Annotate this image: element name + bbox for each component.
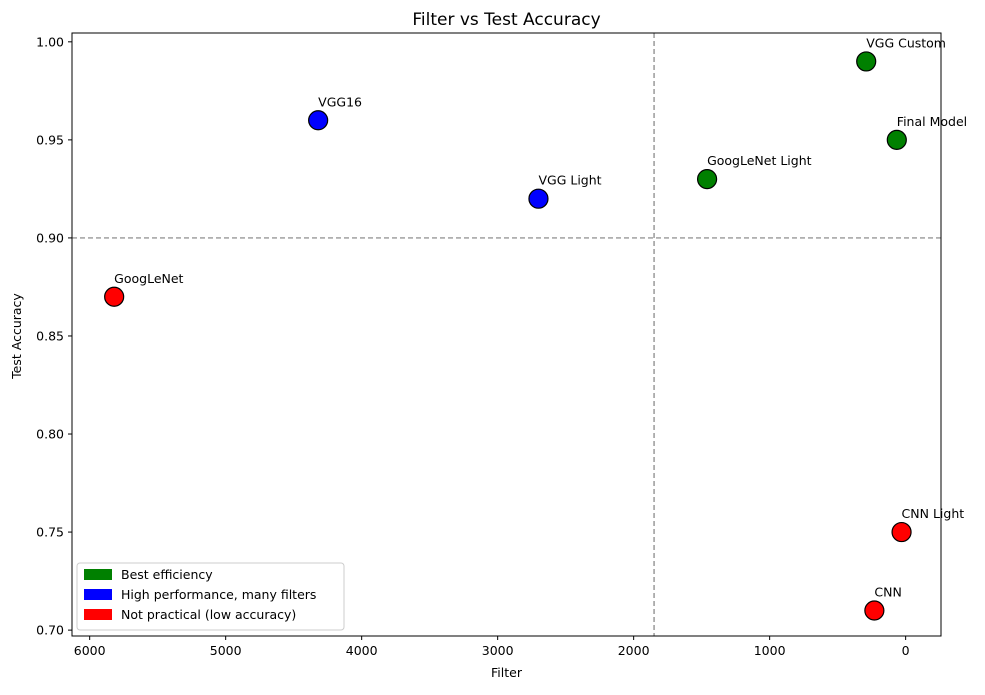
y-tick-label: 0.85 bbox=[36, 328, 64, 343]
x-axis-label: Filter bbox=[491, 665, 523, 680]
data-point bbox=[528, 188, 549, 209]
data-point-label: Final Model bbox=[897, 114, 967, 129]
plot-frame bbox=[71, 32, 942, 637]
data-point-label: CNN bbox=[874, 585, 901, 600]
chart-title: Filter vs Test Accuracy bbox=[412, 10, 600, 30]
legend-swatch bbox=[84, 569, 112, 580]
data-labels: VGG Custom Final Model GoogLeNet Light VGG1… bbox=[114, 35, 967, 599]
legend-entry-label: High performance, many filters bbox=[121, 587, 316, 602]
data-point bbox=[104, 286, 125, 307]
data-points bbox=[104, 51, 912, 621]
y-tick-label: 0.90 bbox=[36, 230, 64, 245]
legend-box bbox=[76, 562, 345, 631]
data-point bbox=[891, 521, 912, 543]
data-point-label: VGG Custom bbox=[866, 35, 946, 50]
x-tick-label: 1000 bbox=[754, 643, 786, 658]
data-point bbox=[886, 129, 907, 150]
data-point bbox=[308, 110, 329, 131]
legend-entry-label: Not practical (low accuracy) bbox=[121, 607, 296, 622]
data-point bbox=[696, 168, 718, 190]
data-point-label: VGG16 bbox=[318, 94, 362, 109]
y-tick-label: 0.80 bbox=[36, 427, 64, 442]
x-tick-label: 3000 bbox=[482, 643, 514, 658]
data-point bbox=[864, 600, 885, 621]
x-tick-label: 4000 bbox=[346, 643, 378, 658]
data-point-label: CNN Light bbox=[902, 506, 965, 521]
legend-swatch bbox=[84, 589, 112, 600]
data-point-label: VGG Light bbox=[538, 173, 601, 188]
legend-entry-label: Best efficiency bbox=[121, 567, 213, 582]
y-tick-label: 0.95 bbox=[36, 132, 64, 147]
y-tick-label: 0.75 bbox=[36, 525, 64, 540]
legend: Best efficiency High performance, many fi… bbox=[76, 562, 345, 631]
legend-swatch bbox=[84, 609, 112, 620]
x-tick-label: 6000 bbox=[74, 643, 106, 658]
data-point-label: GoogLeNet bbox=[114, 271, 183, 286]
y-tick-label: 1.00 bbox=[36, 34, 64, 49]
reference-lines bbox=[72, 33, 941, 636]
data-point-label: GoogLeNet Light bbox=[707, 153, 812, 168]
x-tick-label: 5000 bbox=[210, 643, 242, 658]
data-point bbox=[856, 51, 877, 72]
y-axis-label: Test Accuracy bbox=[9, 293, 24, 380]
x-tick-label: 2000 bbox=[618, 643, 650, 658]
x-tick-label: 0 bbox=[902, 643, 910, 658]
y-tick-label: 0.70 bbox=[36, 623, 64, 638]
axis-ticks: 6000 5000 4000 3000 2000 1000 0 0.70 0.75 0.80 0.8… bbox=[36, 34, 910, 658]
